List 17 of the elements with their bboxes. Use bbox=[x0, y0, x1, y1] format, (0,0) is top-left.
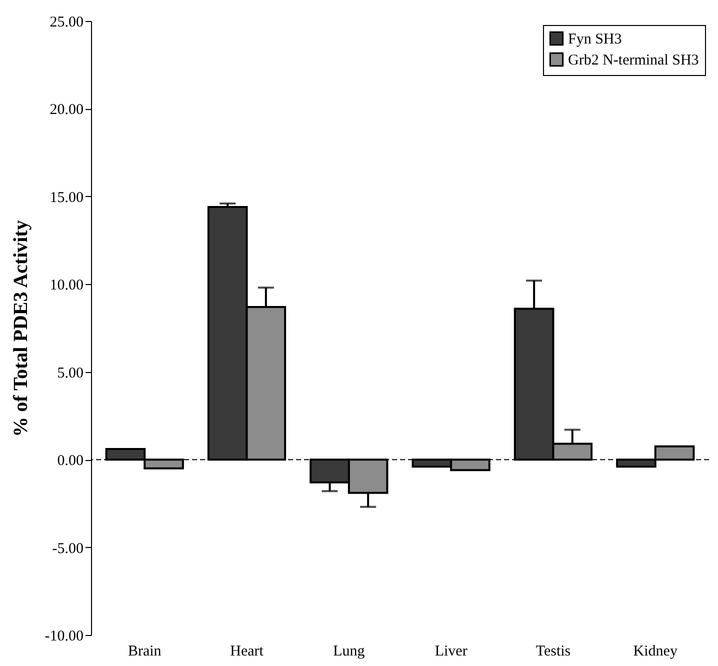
legend-label: Fyn SH3 bbox=[568, 32, 622, 48]
y-tick-label: -10.00 bbox=[44, 628, 84, 644]
y-tick-label: 20.00 bbox=[50, 102, 84, 118]
x-tick-label: Brain bbox=[128, 644, 162, 660]
y-tick-label: 5.00 bbox=[57, 365, 84, 382]
x-tick-label: Lung bbox=[333, 644, 366, 660]
x-tick-label: Testis bbox=[536, 644, 571, 660]
y-tick-label: 10.00 bbox=[50, 278, 84, 294]
x-tick-label: Liver bbox=[434, 644, 468, 660]
x-tick-label: Kidney bbox=[633, 644, 678, 660]
y-tick-label: 25.00 bbox=[50, 14, 84, 30]
legend-label: Grb2 N-terminal SH3 bbox=[568, 52, 699, 68]
x-tick-label: Heart bbox=[230, 644, 264, 660]
y-tick-label: 0.00 bbox=[57, 453, 84, 470]
y-tick-label: 15.00 bbox=[50, 190, 84, 206]
y-axis-title: % of Total PDE3 Activity bbox=[10, 220, 32, 437]
y-tick-label: -5.00 bbox=[52, 540, 84, 557]
